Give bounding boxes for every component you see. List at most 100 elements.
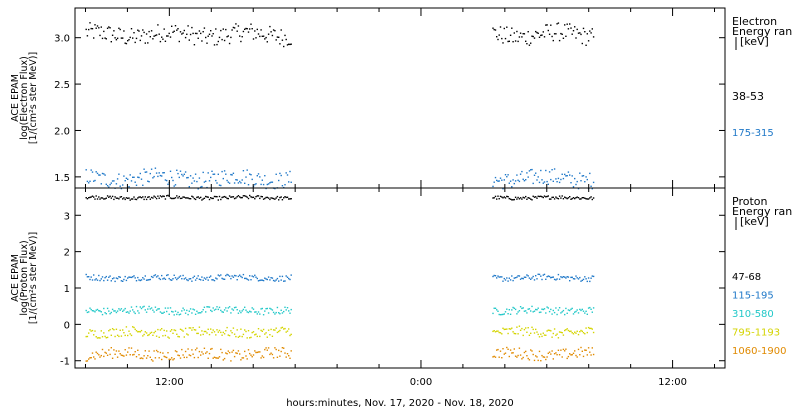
data-point xyxy=(174,329,177,332)
data-point xyxy=(203,306,206,308)
data-point xyxy=(225,274,227,277)
data-point xyxy=(246,358,248,360)
data-point xyxy=(169,36,172,38)
data-point xyxy=(96,308,99,311)
data-point xyxy=(123,175,125,177)
data-point xyxy=(531,326,533,328)
data-point xyxy=(205,180,207,182)
data-point xyxy=(148,196,150,198)
data-point xyxy=(266,183,268,186)
data-point xyxy=(271,309,274,311)
data-point xyxy=(169,197,172,199)
data-point xyxy=(496,349,498,351)
data-point xyxy=(514,196,517,198)
data-point xyxy=(171,279,173,281)
data-point xyxy=(565,197,567,199)
data-point xyxy=(536,356,538,358)
data-point xyxy=(218,36,221,39)
data-point xyxy=(85,197,87,199)
data-point xyxy=(581,330,583,332)
data-point xyxy=(178,314,180,316)
data-point xyxy=(177,335,179,338)
data-point xyxy=(118,335,120,338)
data-point xyxy=(558,354,561,356)
data-point xyxy=(93,180,95,182)
data-point xyxy=(255,37,257,39)
data-point xyxy=(89,278,91,281)
data-point xyxy=(135,280,138,282)
data-point xyxy=(264,197,266,200)
series-115-195 xyxy=(85,273,595,283)
data-point xyxy=(86,276,89,278)
data-point xyxy=(154,306,157,308)
data-point xyxy=(514,355,517,357)
data-point xyxy=(161,175,163,177)
data-point xyxy=(527,327,529,329)
data-point xyxy=(290,43,292,45)
data-point xyxy=(140,307,143,310)
data-point xyxy=(192,32,194,35)
data-point xyxy=(228,195,231,197)
data-point xyxy=(99,356,101,358)
data-point xyxy=(260,29,262,31)
data-point xyxy=(499,332,502,334)
data-point xyxy=(227,181,229,183)
data-point xyxy=(245,27,247,30)
data-point xyxy=(283,347,285,349)
data-point xyxy=(210,328,212,330)
data-point xyxy=(266,278,268,281)
data-point xyxy=(91,171,94,173)
data-point xyxy=(246,28,248,30)
data-point xyxy=(288,181,290,183)
data-point xyxy=(290,274,292,276)
data-point xyxy=(203,27,206,29)
data-point xyxy=(279,172,281,175)
data-point xyxy=(281,326,284,329)
data-point xyxy=(582,278,585,281)
data-point xyxy=(196,277,198,279)
data-point xyxy=(513,348,515,350)
data-point xyxy=(504,352,507,354)
data-point xyxy=(508,40,510,42)
data-point xyxy=(501,196,503,198)
data-point xyxy=(109,328,111,331)
data-point xyxy=(507,313,509,315)
data-point xyxy=(221,334,223,336)
data-point xyxy=(535,275,537,277)
data-point xyxy=(558,331,561,333)
data-point xyxy=(149,308,151,310)
data-point xyxy=(130,28,133,30)
data-point xyxy=(93,310,95,312)
data-point xyxy=(518,180,521,183)
data-point xyxy=(96,172,99,175)
data-point xyxy=(188,278,190,280)
data-point xyxy=(233,333,236,335)
data-point xyxy=(223,170,226,172)
data-point xyxy=(163,355,165,358)
data-point xyxy=(118,198,120,200)
data-point xyxy=(591,198,593,201)
data-point xyxy=(177,28,179,30)
data-point xyxy=(86,35,89,37)
data-point xyxy=(134,41,136,44)
data-point xyxy=(546,356,548,358)
data-point xyxy=(508,197,510,200)
data-point xyxy=(140,197,143,199)
data-point xyxy=(493,307,495,309)
data-point xyxy=(517,333,519,335)
data-point xyxy=(525,179,527,181)
data-point xyxy=(226,197,228,200)
data-point xyxy=(584,31,586,33)
data-point xyxy=(267,33,270,35)
data-point xyxy=(88,358,90,360)
data-point xyxy=(535,308,537,311)
data-point xyxy=(100,197,102,199)
data-point xyxy=(106,307,109,310)
data-point xyxy=(198,177,201,179)
data-point xyxy=(591,275,593,277)
data-point xyxy=(208,276,211,278)
data-point xyxy=(174,350,177,352)
data-point xyxy=(120,308,123,310)
data-point xyxy=(212,33,214,35)
data-point xyxy=(91,279,94,281)
